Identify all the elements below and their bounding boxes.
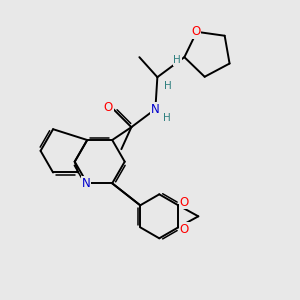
Text: O: O xyxy=(180,196,189,209)
Text: H: H xyxy=(173,55,181,65)
Text: H: H xyxy=(164,113,171,123)
Text: O: O xyxy=(104,101,113,114)
Text: O: O xyxy=(180,223,189,236)
Text: O: O xyxy=(191,25,200,38)
Text: N: N xyxy=(151,103,160,116)
Text: H: H xyxy=(164,81,172,91)
Text: N: N xyxy=(82,177,91,190)
